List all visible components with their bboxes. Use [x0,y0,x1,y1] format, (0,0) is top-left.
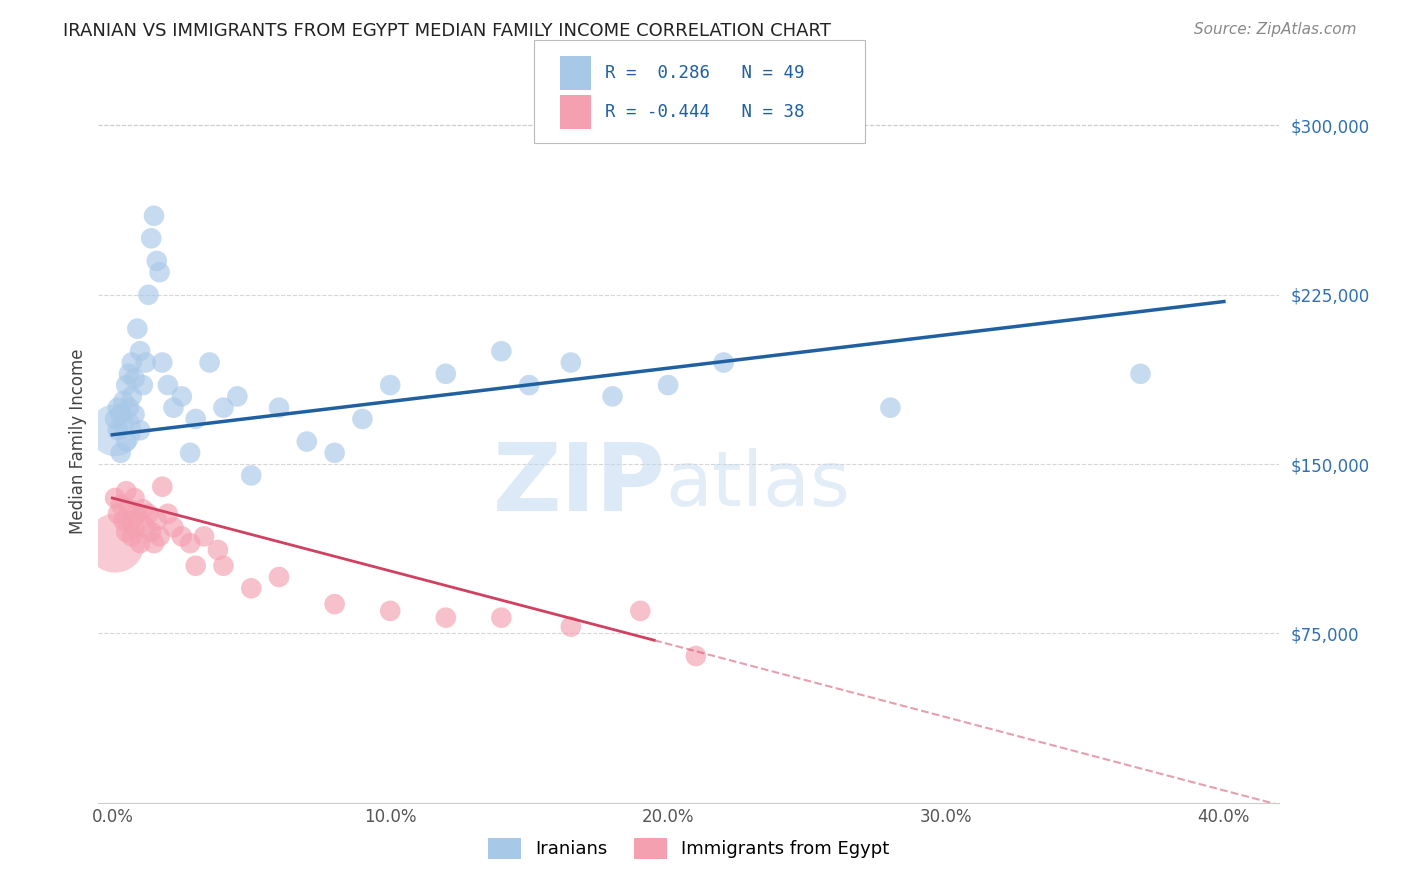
Point [121,514,143,528]
Point [207,542,229,557]
Point [156,507,179,521]
Point [380,378,402,392]
Point [135,520,157,534]
Point [240,468,263,483]
Point [107,423,129,437]
Point [143,536,166,550]
Point [150,480,173,494]
Point [132,502,155,516]
Point [380,604,402,618]
Point [148,529,170,543]
Point [104,491,127,505]
Point [295,434,318,449]
Point [170,529,193,543]
Point [184,558,207,573]
Point [240,582,263,596]
Text: IRANIAN VS IMMIGRANTS FROM EGYPT MEDIAN FAMILY INCOME CORRELATION CHART: IRANIAN VS IMMIGRANTS FROM EGYPT MEDIAN … [63,22,831,40]
Point [212,558,235,573]
Point [179,446,201,460]
Point [193,529,215,543]
Point [121,529,143,543]
Point [267,401,290,415]
Point [104,536,127,550]
Point [104,423,127,437]
Point [491,344,513,359]
Point [323,597,346,611]
Point [135,355,157,369]
Point [150,355,173,369]
Point [879,401,901,415]
Point [121,389,143,403]
Point [143,209,166,223]
Point [138,507,160,521]
Point [118,367,141,381]
Point [107,401,129,415]
Point [560,355,582,369]
Point [141,231,163,245]
Point [110,408,132,422]
Point [434,610,457,624]
Point [434,367,457,381]
Point [124,520,146,534]
Point [162,401,184,415]
Point [107,507,129,521]
Point [226,389,249,403]
Point [112,393,135,408]
Point [517,378,540,392]
Point [138,287,160,301]
Point [115,378,138,392]
Point [132,378,155,392]
Point [127,321,149,335]
Point [115,484,138,499]
Text: ZIP: ZIP [492,439,665,531]
Point [184,412,207,426]
Point [628,604,651,618]
Point [118,401,141,415]
Point [146,514,169,528]
Point [1129,367,1152,381]
Point [148,265,170,279]
Point [129,344,152,359]
Text: R =  0.286   N = 49: R = 0.286 N = 49 [605,63,804,82]
Point [657,378,679,392]
Text: atlas: atlas [665,448,851,522]
Text: R = -0.444   N = 38: R = -0.444 N = 38 [605,103,804,121]
Point [104,412,127,426]
Point [141,524,163,539]
Point [112,417,135,431]
Point [121,355,143,369]
Point [198,355,221,369]
Point [118,502,141,516]
Point [124,408,146,422]
Point [129,423,152,437]
Text: Source: ZipAtlas.com: Source: ZipAtlas.com [1194,22,1357,37]
Point [156,378,179,392]
Point [170,389,193,403]
Point [112,514,135,528]
Point [491,610,513,624]
Point [110,446,132,460]
Point [352,412,374,426]
Point [560,620,582,634]
Point [110,498,132,512]
Point [602,389,624,403]
Point [115,524,138,539]
Legend: Iranians, Immigrants from Egypt: Iranians, Immigrants from Egypt [481,830,897,866]
Point [115,434,138,449]
Point [713,355,735,369]
Point [685,648,707,663]
Point [212,401,235,415]
Point [162,520,184,534]
Point [323,446,346,460]
Point [267,570,290,584]
Point [129,536,152,550]
Point [146,253,169,268]
Point [127,507,149,521]
Point [124,491,146,505]
Y-axis label: Median Family Income: Median Family Income [69,349,87,534]
Point [179,536,201,550]
Point [124,371,146,385]
